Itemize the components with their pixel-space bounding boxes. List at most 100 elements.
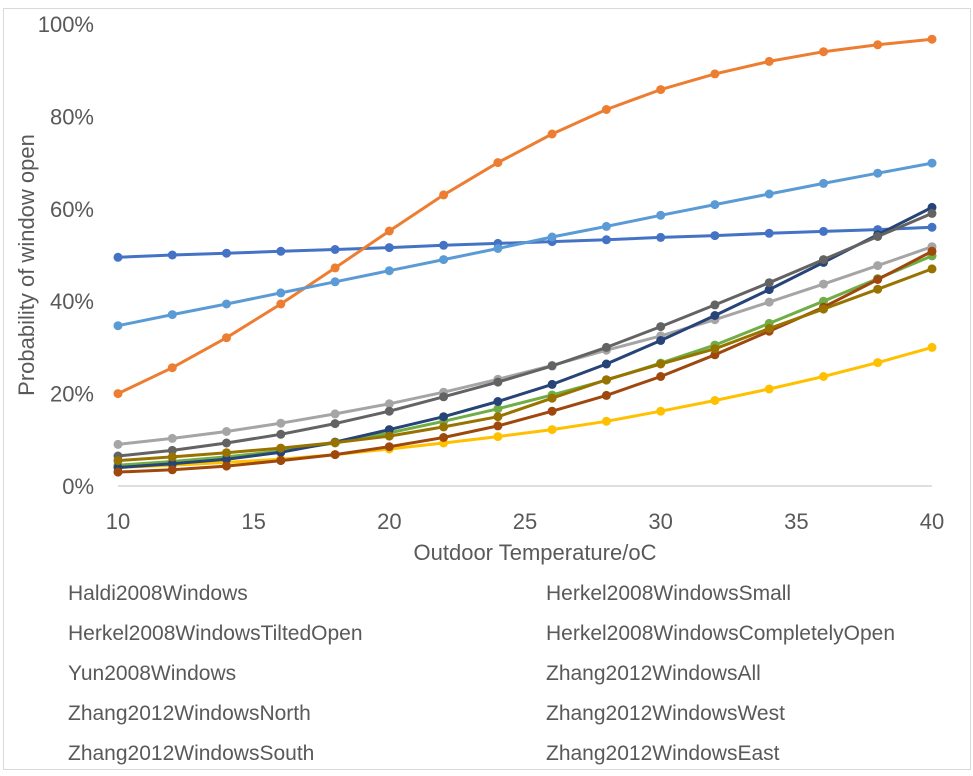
data-point <box>873 232 883 241</box>
data-point <box>113 467 123 477</box>
data-point <box>330 245 340 254</box>
data-point <box>330 438 340 448</box>
data-point <box>547 232 557 242</box>
data-point <box>493 404 503 414</box>
data-point <box>601 235 611 245</box>
data-point <box>656 210 666 220</box>
data-point <box>330 450 340 460</box>
x-axis-title: Outdoor Temperature/oC <box>414 540 657 565</box>
data-point <box>819 178 828 188</box>
data-point <box>927 246 937 256</box>
data-point <box>222 248 231 258</box>
data-point <box>764 189 774 199</box>
y-axis-title: Probability of window open <box>14 134 39 396</box>
data-point <box>493 432 503 442</box>
data-point <box>873 261 883 271</box>
data-point <box>764 297 774 307</box>
y-axis-ticks: 0% 20% 40% 60% 80% 100% <box>38 12 94 499</box>
data-point <box>764 56 774 66</box>
data-point <box>276 443 286 453</box>
data-point <box>656 372 666 381</box>
data-point <box>493 397 503 406</box>
data-point <box>493 158 503 168</box>
data-point <box>547 129 557 139</box>
data-point <box>764 384 774 394</box>
data-point <box>873 358 883 368</box>
data-point <box>330 419 340 429</box>
data-point <box>276 429 286 439</box>
chart-frame <box>3 8 971 770</box>
data-point <box>873 284 883 294</box>
series-Zhang2012WindowsAll <box>113 251 937 470</box>
legend-item: Zhang2012WindowsWest <box>546 702 785 725</box>
data-point <box>384 226 394 236</box>
data-point <box>764 278 774 288</box>
data-point <box>439 392 449 402</box>
data-point <box>167 445 177 455</box>
data-point <box>384 425 394 435</box>
series-line <box>117 345 933 469</box>
data-point <box>819 226 828 236</box>
data-point <box>113 439 123 449</box>
legend-item: Herkel2008WindowsSmall <box>546 582 791 605</box>
data-point <box>167 433 177 443</box>
data-point <box>927 208 937 218</box>
data-point <box>547 425 557 435</box>
data-point <box>167 363 177 373</box>
data-point <box>167 465 177 475</box>
data-point <box>927 222 937 232</box>
data-point <box>764 324 774 333</box>
series-line <box>117 161 933 328</box>
data-point <box>656 336 666 345</box>
legend-item: Zhang2012WindowsEast <box>546 742 780 765</box>
y-tick-label: 100% <box>38 12 94 37</box>
legend-item: Haldi2008Windows <box>68 582 248 605</box>
x-tick-label: 35 <box>784 509 808 534</box>
data-point <box>493 421 503 431</box>
data-point <box>547 393 557 403</box>
data-point <box>384 431 394 441</box>
data-point <box>927 342 937 352</box>
series-layer <box>113 34 937 477</box>
data-point <box>276 418 286 428</box>
data-point <box>384 399 394 409</box>
data-point <box>601 342 611 352</box>
data-point <box>819 372 828 381</box>
legend-item: Zhang2012WindowsAll <box>546 662 761 685</box>
data-point <box>222 299 231 309</box>
data-point <box>330 277 340 287</box>
y-tick-label: 40% <box>50 289 94 314</box>
data-point <box>276 456 286 466</box>
data-point <box>819 47 828 57</box>
data-point <box>167 310 177 320</box>
data-point <box>439 412 449 422</box>
y-tick-label: 60% <box>50 197 94 222</box>
series-Zhang2012WindowsEast <box>113 264 937 466</box>
series-line <box>117 212 933 458</box>
data-point <box>873 275 883 284</box>
data-point <box>384 406 394 416</box>
x-axis-ticks: 10 15 20 25 30 35 40 <box>106 509 944 534</box>
legend-item: Herkel2008WindowsCompletelyOpen <box>546 622 895 645</box>
data-point <box>113 456 123 466</box>
legend-item: Yun2008Windows <box>68 662 236 685</box>
data-point <box>222 448 231 458</box>
data-point <box>601 375 611 385</box>
data-point <box>167 452 177 462</box>
x-tick-label: 10 <box>106 509 130 534</box>
data-point <box>601 221 611 231</box>
data-point <box>384 442 394 452</box>
data-point <box>710 231 720 241</box>
data-point <box>656 85 666 95</box>
data-point <box>710 69 720 79</box>
data-point <box>439 190 449 200</box>
data-point <box>873 40 883 50</box>
y-tick-label: 80% <box>50 104 94 129</box>
series-line <box>117 37 933 395</box>
data-point <box>547 361 557 371</box>
data-point <box>547 379 557 389</box>
data-point <box>927 264 937 274</box>
data-point <box>819 304 828 314</box>
data-point <box>710 200 720 210</box>
